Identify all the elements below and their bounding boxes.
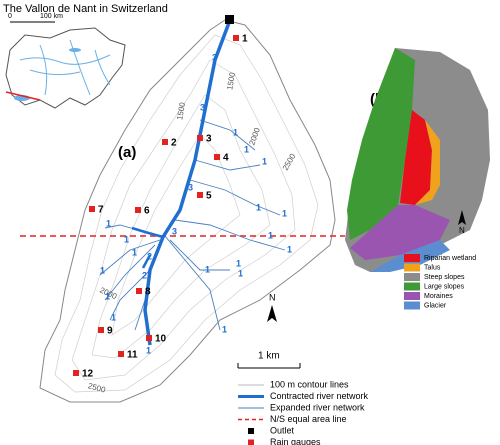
stream-order-label: 2 (147, 251, 152, 261)
legend-swatch (404, 282, 420, 291)
stream-order-label: 3 (212, 52, 217, 62)
legend-label: Rain gauges (270, 437, 321, 445)
legend-swatch (404, 301, 420, 310)
catchment-outline (39, 19, 336, 403)
rain-gauge (136, 288, 142, 294)
stream-order-label: 1 (132, 247, 137, 257)
gauge-label: 1 (242, 34, 248, 45)
legend-swatch (404, 254, 420, 262)
talus (415, 120, 440, 205)
stream-order-label: 1 (105, 291, 110, 301)
legend-label: Expanded river network (270, 402, 365, 412)
rain-gauge (162, 139, 168, 145)
scale-label: 1 km (258, 351, 280, 362)
legend-swatch (248, 439, 254, 445)
gauge-label: 3 (206, 134, 212, 145)
rain-gauge (197, 135, 203, 141)
riparian-wetland (400, 110, 432, 205)
legend-label: Moraines (424, 293, 453, 300)
stream-order-label: 1 (262, 156, 267, 166)
rain-gauge (118, 351, 124, 357)
contour-label: 1500 (225, 71, 237, 91)
gauge-label: 2 (171, 138, 177, 149)
gauge-label: 7 (98, 205, 104, 216)
legend-label: Glacier (424, 302, 447, 309)
rain-gauge (197, 192, 203, 198)
gauge-label: 8 (145, 287, 151, 298)
stream-order-label: 1 (124, 234, 129, 244)
contracted-network (131, 226, 164, 269)
legend-swatch (248, 428, 254, 434)
rain-gauge (135, 207, 141, 213)
inset-scale-label: 0 (8, 13, 12, 20)
stream-order-label: 3 (188, 182, 193, 192)
gauge-label: 9 (107, 326, 113, 337)
stream-order-label: 1 (256, 202, 261, 212)
rain-gauge (73, 370, 79, 376)
rain-gauge (214, 154, 220, 160)
inset-scale-label: 100 km (40, 13, 63, 20)
legend-label: N/S equal area line (270, 414, 347, 424)
gauge-label: 11 (127, 350, 138, 361)
stream-order-label: 3 (172, 226, 177, 236)
legend-label: Contracted river network (270, 391, 369, 401)
panel-label: (a) (118, 144, 136, 161)
outlet (225, 15, 234, 24)
title: The Vallon de Nant in Switzerland (3, 3, 168, 15)
stream-order-label: 1 (222, 324, 227, 334)
stream-order-label: 1 (236, 258, 241, 268)
stream-order-label: 1 (146, 345, 151, 355)
stream-order-label: 1 (100, 265, 105, 275)
expanded-network (99, 119, 286, 331)
stream-order-label: 1 (106, 218, 111, 228)
stream-order-label: 1 (205, 264, 210, 274)
stream-order-label: 2 (142, 270, 147, 280)
north-label: N (269, 292, 276, 302)
inset-rivers (19, 39, 111, 96)
large-slopes (347, 48, 415, 240)
rain-gauge (89, 206, 95, 212)
legend-swatch (404, 292, 420, 300)
legend-label: Steep slopes (424, 274, 465, 281)
gauge-label: 4 (223, 153, 229, 164)
legend-label: Riparian wetland (424, 255, 476, 262)
stream-order-label: 1 (233, 127, 238, 137)
stream-order-label: 1 (111, 312, 116, 322)
rain-gauge (233, 35, 239, 41)
stream-order-label: 1 (238, 268, 243, 278)
legend-swatch (404, 273, 420, 281)
stream-order-label: 3 (200, 102, 205, 112)
gauge-label: 10 (155, 334, 167, 345)
pointer-arrow (5, 91, 41, 101)
stream-order-label: 1 (244, 144, 249, 154)
rain-gauge (146, 335, 152, 341)
contracted-network (143, 19, 232, 346)
gauge-label: 6 (144, 206, 150, 217)
rain-gauge (98, 327, 104, 333)
legend-label: Talus (424, 264, 441, 271)
north-arrow (458, 210, 466, 225)
lake (69, 48, 81, 52)
legend-label: Outlet (270, 425, 295, 435)
north-arrow (267, 305, 277, 322)
moraines (350, 205, 450, 260)
legend-swatch (404, 263, 420, 272)
stream-order-label: 1 (268, 230, 273, 240)
contour-label: 1500 (175, 101, 187, 121)
stream-order-label: 1 (282, 208, 287, 218)
legend-label: Large slopes (424, 283, 465, 290)
north-label: N (459, 226, 465, 235)
switzerland (5, 27, 126, 109)
gauge-label: 12 (82, 369, 94, 380)
gauge-label: 5 (206, 191, 212, 202)
stream-order-label: 1 (287, 244, 292, 254)
contours (54, 34, 319, 393)
legend-label: 100 m contour lines (270, 379, 349, 389)
